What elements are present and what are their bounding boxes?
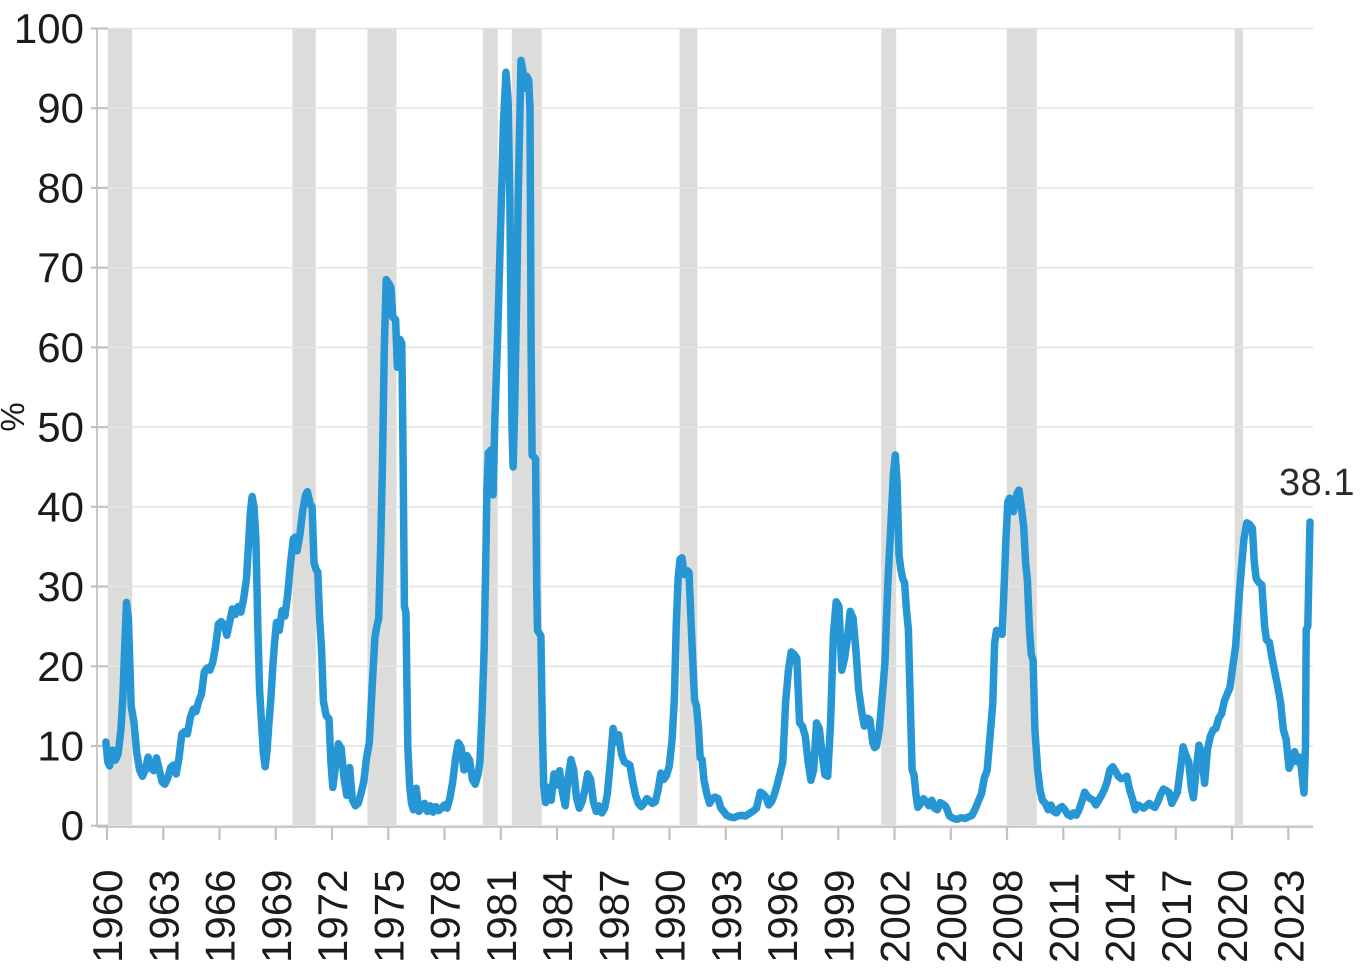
y-tick-label-90: 90 [37,85,84,132]
y-tick-label-100: 100 [14,5,84,52]
y-tick-label-10: 10 [37,723,84,770]
x-tick-label-1963: 1963 [140,870,187,963]
x-tick-label-1969: 1969 [253,870,300,963]
x-tick-label-1987: 1987 [590,870,637,963]
last-value-annotation: 38.1 [1279,462,1355,504]
x-tick-label-1975: 1975 [365,870,412,963]
x-tick-label-2008: 2008 [984,870,1031,963]
x-tick-label-1972: 1972 [309,870,356,963]
x-tick-label-1993: 1993 [703,870,750,963]
y-tick-label-70: 70 [37,244,84,291]
x-tick-label-1981: 1981 [478,870,525,963]
x-tick-label-1978: 1978 [422,870,469,963]
x-tick-label-2005: 2005 [928,870,975,963]
y-tick-label-50: 50 [37,404,84,451]
x-tick-label-2020: 2020 [1209,870,1256,963]
x-tick-label-1984: 1984 [534,870,581,963]
x-tick-label-1990: 1990 [647,870,694,963]
y-tick-label-20: 20 [37,643,84,690]
x-tick-label-1999: 1999 [815,870,862,963]
x-tick-label-2017: 2017 [1153,870,1200,963]
y-tick-label-40: 40 [37,483,84,530]
x-tick-label-1960: 1960 [84,870,131,963]
x-tick-label-2011: 2011 [1040,873,1087,963]
x-tick-label-1996: 1996 [759,870,806,963]
y-tick-label-80: 80 [37,164,84,211]
y-axis-title: % [0,400,31,434]
series-line [102,56,1314,824]
y-tick-label-0: 0 [61,802,84,849]
x-tick-label-1966: 1966 [197,870,244,963]
x-tick-label-2014: 2014 [1097,870,1144,963]
y-tick-label-30: 30 [37,563,84,610]
y-tick-label-60: 60 [37,324,84,371]
x-tick-label-2023: 2023 [1265,870,1312,963]
x-tick-label-2002: 2002 [872,870,919,963]
